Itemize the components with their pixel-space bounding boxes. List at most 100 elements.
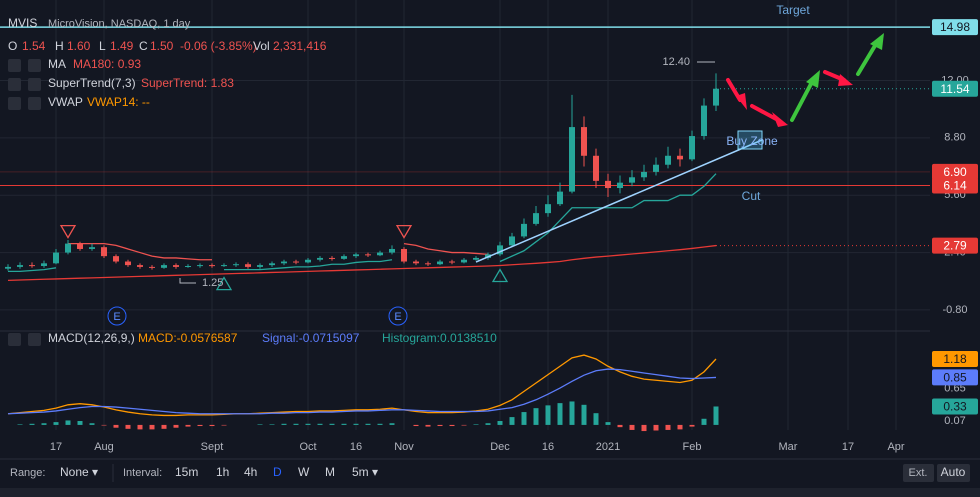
candle-body — [353, 254, 359, 257]
histogram-value: Histogram:0.0138510 — [382, 331, 497, 345]
interval-button[interactable]: 1h — [216, 465, 229, 479]
close-icon[interactable] — [28, 78, 41, 91]
arrow-head — [838, 74, 853, 86]
candle-body — [701, 105, 707, 137]
indicator-line — [7, 244, 717, 281]
interval-button[interactable]: D — [273, 465, 282, 479]
eye-icon[interactable] — [8, 97, 21, 110]
histogram-bar — [617, 424, 623, 428]
candle-body — [665, 155, 671, 165]
macd-title: MACD(12,26,9,) — [48, 331, 135, 345]
histogram-bar — [677, 424, 683, 430]
histogram-bar — [281, 423, 287, 425]
histogram-bar — [29, 423, 35, 425]
histogram-bar — [377, 423, 383, 425]
trendline — [475, 139, 763, 263]
x-tick-label: 2021 — [596, 441, 620, 453]
buy-zone-box — [737, 130, 763, 150]
eye-icon[interactable] — [8, 59, 21, 72]
ohlc-key: O — [8, 39, 17, 53]
interval-button[interactable]: 4h — [244, 465, 257, 479]
candle-body — [449, 261, 455, 263]
range-select[interactable]: None ▾ — [60, 465, 98, 479]
histogram-bar — [113, 424, 119, 428]
buy-zone-label: Buy Zone — [726, 134, 778, 148]
macd-value: MACD:-0.0576587 — [138, 331, 238, 345]
histogram-bar — [101, 424, 107, 426]
histogram-bar — [353, 423, 359, 425]
x-tick-label: 17 — [50, 441, 62, 453]
histogram-bar — [185, 424, 191, 427]
close-icon[interactable] — [28, 333, 41, 346]
candle-body — [557, 191, 563, 205]
histogram-bar — [65, 420, 71, 425]
x-tick-label: 17 — [842, 441, 854, 453]
candle-body — [425, 263, 431, 265]
histogram-bar — [293, 423, 299, 425]
price-badge-label: 2.79 — [943, 239, 967, 253]
indicator-line — [68, 242, 489, 261]
ohlc-key: L — [99, 39, 106, 53]
arrow — [856, 42, 878, 76]
candle-body — [713, 88, 719, 106]
histogram-bar — [365, 423, 371, 425]
histogram-bar — [593, 413, 599, 425]
auto-button[interactable] — [937, 464, 970, 482]
histogram-bar — [713, 406, 719, 425]
candle-body — [497, 245, 503, 255]
macd-badge-label: 1.18 — [943, 352, 967, 366]
earnings-label: E — [113, 311, 120, 323]
x-tick-label: 16 — [350, 441, 362, 453]
candle-body — [77, 243, 83, 249]
histogram-bar — [305, 423, 311, 425]
candle-body — [29, 265, 35, 267]
buy-signal — [491, 268, 509, 283]
candle-body — [545, 204, 551, 214]
price-badge-label: 6.14 — [943, 179, 967, 193]
ohlc-legend: O 1.54 H 1.60 L 1.49 C 1.50 — [8, 39, 174, 53]
y-tick-label: 0.07 — [944, 415, 965, 427]
candle-body — [257, 265, 263, 267]
histogram-bar — [605, 422, 611, 425]
price-badge — [932, 163, 978, 180]
close-icon[interactable] — [28, 97, 41, 110]
eye-icon[interactable] — [8, 333, 21, 346]
interval-button[interactable]: W — [298, 465, 310, 479]
macd-badge — [932, 351, 978, 368]
arrow-head — [736, 93, 747, 110]
histogram-bar — [413, 424, 419, 427]
x-tick-label: Mar — [779, 441, 798, 453]
custom-interval[interactable]: 5m ▾ — [352, 465, 378, 479]
interval-button[interactable]: 15m — [175, 465, 198, 479]
y-tick-label: 8.80 — [944, 132, 965, 144]
eye-icon[interactable] — [8, 78, 21, 91]
candle-body — [65, 243, 71, 253]
candle-body — [533, 213, 539, 224]
candle-body — [521, 223, 527, 237]
candle-body — [689, 136, 695, 160]
x-tick-label: Nov — [394, 441, 414, 453]
intervals: 15m 1h 4h D W M — [175, 465, 335, 479]
indicator-name: SuperTrend(7,3) — [48, 76, 136, 90]
candle-body — [209, 265, 215, 267]
ext-button[interactable] — [903, 464, 934, 482]
histogram-bar — [221, 424, 227, 426]
candle-body — [341, 256, 347, 259]
close-icon[interactable] — [28, 59, 41, 72]
x-tick-label: 16 — [542, 441, 554, 453]
histogram-bar — [461, 424, 467, 426]
histogram-bar — [53, 422, 59, 425]
arrow-head — [806, 70, 820, 88]
ohlc-value: 1.54 — [22, 39, 46, 53]
histogram-bar — [449, 424, 455, 427]
candle-body — [149, 266, 155, 268]
ohlc-key: H — [55, 39, 64, 53]
description: MicroVision, NASDAQ, 1 day — [48, 18, 191, 30]
interval-button[interactable]: M — [325, 465, 335, 479]
candle-body — [617, 182, 623, 189]
candle-body — [53, 252, 59, 264]
histogram-bar — [137, 424, 143, 430]
candle-body — [185, 266, 191, 268]
bottom-strip — [0, 488, 980, 497]
histogram-bar — [641, 424, 647, 432]
